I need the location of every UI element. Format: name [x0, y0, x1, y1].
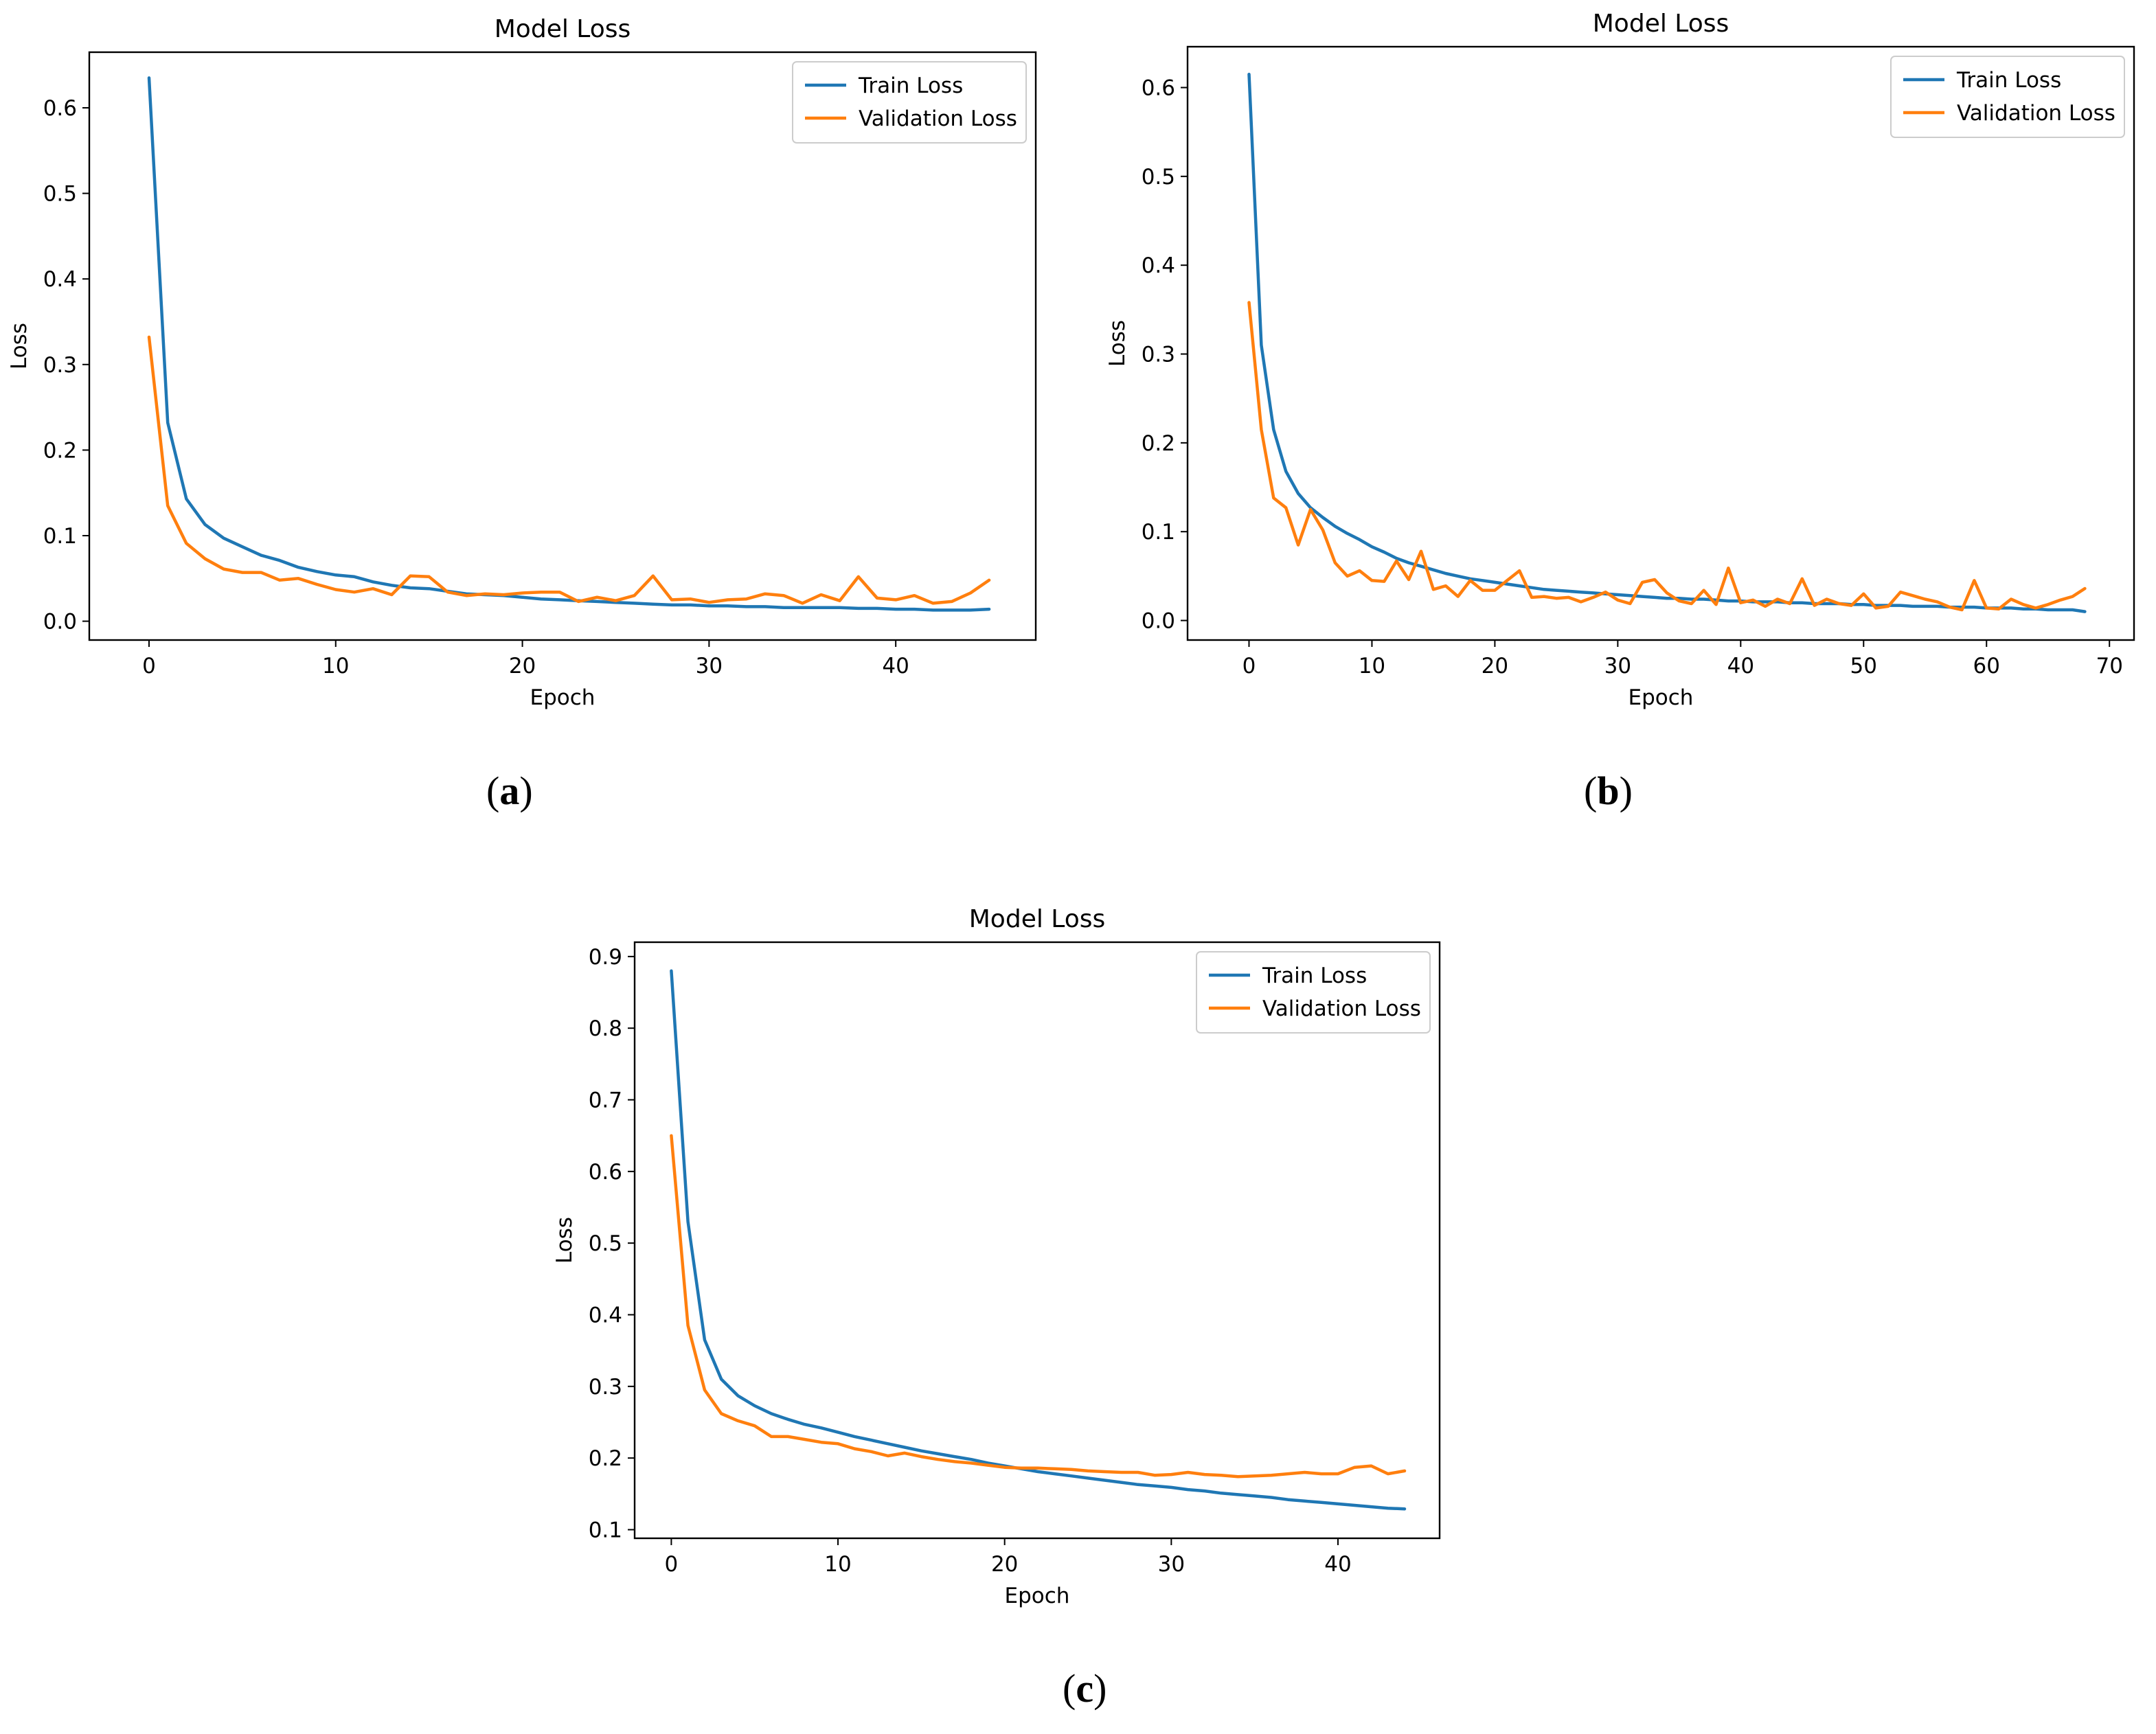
- x-axis-label: Epoch: [1629, 685, 1694, 710]
- legend-train-label: Train Loss: [858, 73, 963, 98]
- y-axis-label: Loss: [552, 1217, 577, 1264]
- y-tick-label: 0.1: [43, 524, 77, 549]
- plot-frame: [1186, 45, 2135, 641]
- legend-validation-label: Validation Loss: [1957, 101, 2115, 126]
- chart-title: Model Loss: [1593, 10, 1729, 38]
- legend-box: [1890, 56, 2125, 138]
- y-tick-label: 0.9: [589, 945, 622, 970]
- x-tick-label: 50: [1850, 654, 1877, 678]
- validation-loss-line: [1247, 301, 2087, 612]
- y-tick-label: 0.0: [43, 610, 77, 635]
- y-tick-label: 0.7: [589, 1088, 622, 1113]
- x-tick-label: 20: [1482, 654, 1508, 678]
- train-loss-line: [1247, 72, 2087, 613]
- y-tick-label: 0.6: [1142, 76, 1175, 100]
- y-tick-label: 0.5: [43, 182, 77, 207]
- y-tick-label: 0.2: [589, 1446, 622, 1471]
- y-tick-label: 0.5: [589, 1231, 622, 1256]
- x-axis-label: Epoch: [530, 685, 595, 710]
- y-tick-label: 0.1: [1142, 520, 1175, 545]
- y-axis-label: Loss: [1105, 320, 1130, 367]
- plot-frame: [88, 51, 1037, 641]
- x-tick-label: 30: [1604, 654, 1631, 678]
- x-tick-label: 60: [1973, 654, 2000, 678]
- chart-panel-b: Model Loss 0 10 20 30 40 50 60 70 0.0 0.1 0.2 0.3 0.4…: [1105, 10, 2135, 710]
- chart-panel-c: Model Loss 0 10 20 30 40 0.1 0.2 0.3 0.4 0.5 0.6 0.7…: [552, 905, 1441, 1608]
- y-tick-label: 0.3: [43, 353, 77, 378]
- y-tick-label: 0.5: [1142, 165, 1175, 190]
- train-loss-line: [670, 969, 1407, 1511]
- x-tick-label: 40: [882, 654, 909, 678]
- x-tick-label: 30: [696, 654, 723, 678]
- y-axis-label: Loss: [7, 323, 32, 369]
- legend-validation-label: Validation Loss: [1262, 996, 1421, 1021]
- chart-title: Model Loss: [495, 15, 631, 43]
- x-tick-label: 10: [322, 654, 349, 678]
- x-tick-label: 70: [2096, 654, 2122, 678]
- y-tick-label: 0.6: [43, 96, 77, 121]
- caption-a: (a): [486, 768, 533, 813]
- legend-validation-label: Validation Loss: [859, 106, 1017, 131]
- legend-train-label: Train Loss: [1956, 68, 2061, 93]
- x-tick-label: 20: [509, 654, 536, 678]
- x-tick-label: 10: [1359, 654, 1385, 678]
- y-tick-label: 0.4: [589, 1303, 622, 1328]
- x-tick-label: 20: [991, 1552, 1018, 1577]
- chart-panel-a: Model Loss 0 10 20 30 40 0.0 0.1 0.2 0.3 0.4 0.5 0.6…: [7, 15, 1037, 710]
- caption-c: (c): [1063, 1666, 1107, 1711]
- y-tick-label: 0.6: [589, 1160, 622, 1185]
- validation-loss-line: [147, 335, 991, 605]
- y-tick-label: 0.3: [1142, 343, 1175, 367]
- x-tick-label: 10: [824, 1552, 851, 1577]
- x-tick-label: 40: [1727, 654, 1754, 678]
- plot-frame: [633, 941, 1441, 1540]
- y-tick-label: 0.4: [43, 267, 77, 292]
- y-tick-label: 0.0: [1142, 609, 1175, 634]
- x-axis-label: Epoch: [1005, 1584, 1070, 1608]
- caption-b: (b): [1584, 768, 1633, 813]
- x-tick-label: 30: [1158, 1552, 1185, 1577]
- y-tick-label: 0.1: [589, 1518, 622, 1542]
- y-tick-label: 0.2: [1142, 431, 1175, 456]
- x-tick-label: 0: [665, 1552, 679, 1577]
- x-tick-label: 0: [142, 654, 156, 678]
- train-loss-line: [147, 76, 991, 612]
- y-tick-label: 0.3: [589, 1375, 622, 1400]
- legend-train-label: Train Loss: [1262, 963, 1367, 988]
- x-tick-label: 40: [1324, 1552, 1351, 1577]
- y-tick-label: 0.8: [589, 1016, 622, 1041]
- x-tick-label: 0: [1242, 654, 1256, 678]
- legend-box: [792, 61, 1027, 144]
- validation-loss-line: [670, 1134, 1407, 1479]
- chart-title: Model Loss: [969, 905, 1106, 933]
- y-tick-label: 0.4: [1142, 253, 1175, 278]
- y-tick-label: 0.2: [43, 438, 77, 463]
- legend-box: [1196, 951, 1431, 1034]
